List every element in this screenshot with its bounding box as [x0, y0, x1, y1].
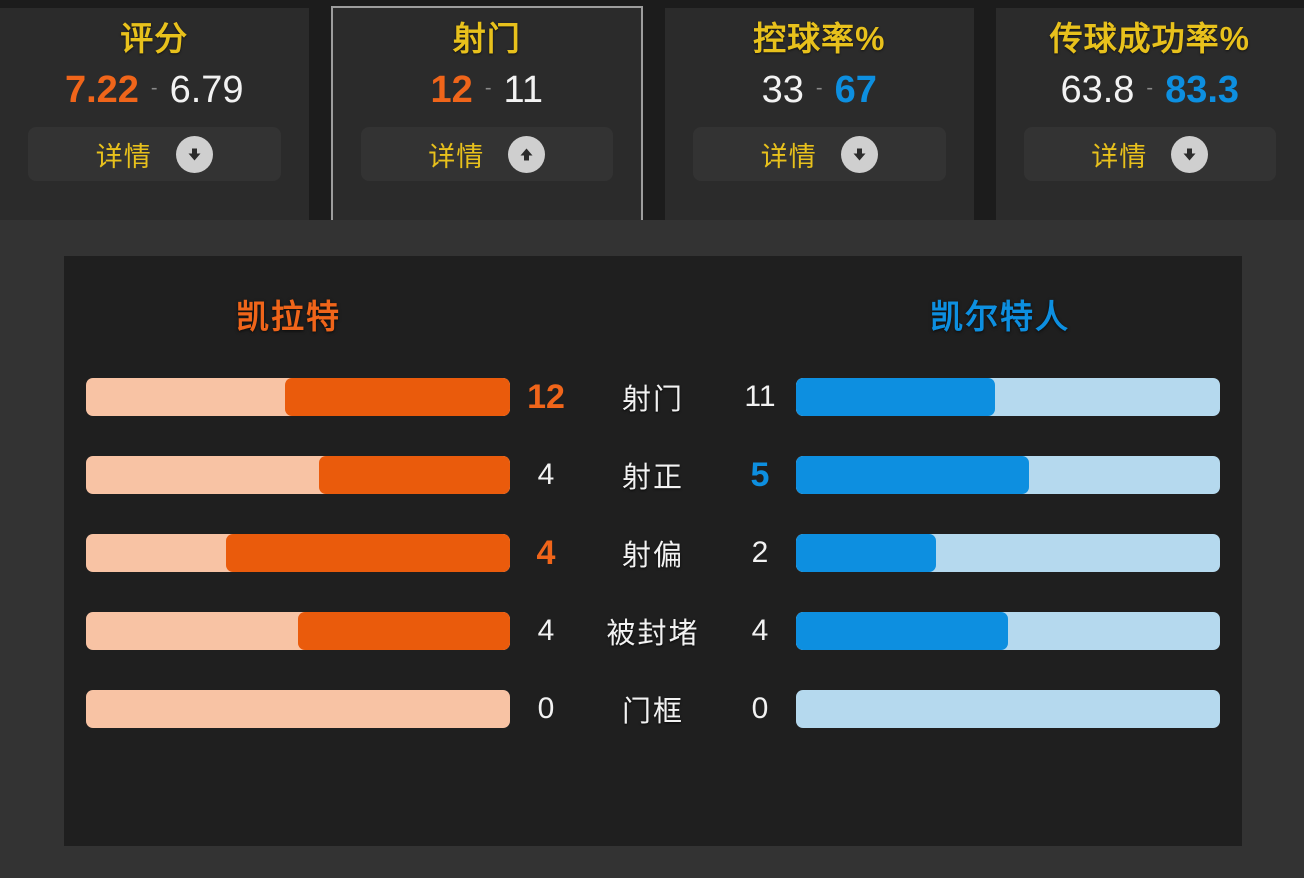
away-stat-value: 11 [744, 380, 776, 413]
card-home-value: 7.22 [64, 69, 139, 111]
away-bar-track [796, 456, 1220, 494]
card-home-value: 63.8 [1060, 69, 1135, 111]
arrow-down-icon[interactable] [840, 135, 878, 173]
away-bar-fill [796, 456, 1030, 494]
stat-row: 4 射正 5 [86, 436, 1220, 514]
card-dash: - [815, 77, 823, 99]
summary-card-rating[interactable]: 评分 7.22 - 6.79 详情 [0, 8, 309, 220]
detail-button[interactable]: 详情 [693, 127, 946, 181]
summary-card-pass-accuracy[interactable]: 传球成功率% 63.8 - 83.3 详情 [995, 8, 1304, 220]
stat-label: 射门 [621, 384, 684, 416]
stat-row: 4 被封堵 4 [86, 592, 1220, 670]
away-bar-track [796, 534, 1220, 572]
summary-card-shots[interactable]: 射门 12 - 11 详情 [330, 6, 643, 220]
team-names-header: 凯拉特 凯尔特人 [86, 290, 1220, 338]
away-stat-value: 4 [751, 614, 769, 647]
home-bar-fill [319, 456, 510, 494]
home-bar-track [86, 378, 510, 416]
card-title: 控球率% [753, 20, 886, 57]
home-stat-value: 12 [527, 378, 565, 416]
away-bar-fill [796, 612, 1008, 650]
stat-row: 4 射偏 2 [86, 514, 1220, 592]
card-scores: 7.22 - 6.79 [65, 71, 244, 109]
stat-label: 射正 [621, 462, 684, 494]
arrow-up-icon[interactable] [508, 135, 546, 173]
away-stat-value: 0 [751, 692, 769, 725]
summary-card-strip: 评分 7.22 - 6.79 详情 射门 12 - 11 详情 控球率% [0, 0, 1304, 220]
away-bar-track [796, 612, 1220, 650]
card-home-value: 12 [430, 69, 473, 111]
summary-card-possession[interactable]: 控球率% 33 - 67 详情 [665, 8, 974, 220]
stats-comparison-panel: 凯拉特 凯尔特人 12 射门 11 4 射正 5 4 射偏 2 [64, 256, 1242, 846]
card-dash: - [1146, 77, 1154, 99]
detail-button[interactable]: 详情 [1023, 127, 1276, 181]
away-team-name: 凯尔特人 [930, 298, 1070, 335]
home-bar-track [86, 534, 510, 572]
card-dash: - [484, 77, 492, 99]
arrow-down-icon[interactable] [1171, 135, 1209, 173]
card-home-value: 33 [761, 69, 804, 111]
home-bar-track [86, 456, 510, 494]
card-dash: - [150, 77, 158, 99]
stat-row: 0 门框 0 [86, 670, 1220, 748]
away-stat-value: 5 [750, 456, 770, 494]
arrow-down-icon[interactable] [175, 135, 213, 173]
card-away-value: 67 [834, 69, 877, 111]
home-stat-value: 4 [536, 534, 556, 572]
away-bar-fill [796, 534, 936, 572]
away-bar-track [796, 378, 1220, 416]
home-team-name: 凯拉特 [236, 298, 341, 335]
card-title: 评分 [120, 20, 189, 57]
detail-button-label: 详情 [428, 141, 485, 172]
away-bar-fill [796, 378, 996, 416]
home-bar-track [86, 612, 510, 650]
card-away-value: 6.79 [169, 69, 244, 111]
card-away-value: 11 [503, 69, 543, 111]
stat-row: 12 射门 11 [86, 358, 1220, 436]
card-scores: 12 - 11 [431, 71, 543, 109]
home-bar-track [86, 690, 510, 728]
stat-label: 门框 [621, 696, 684, 728]
detail-button-label: 详情 [1091, 141, 1148, 172]
home-bar-fill [225, 534, 510, 572]
detail-button[interactable]: 详情 [360, 127, 613, 181]
card-scores: 63.8 - 83.3 [1060, 71, 1239, 109]
stat-label: 被封堵 [606, 618, 700, 650]
stat-label: 射偏 [621, 540, 684, 572]
detail-button-label: 详情 [95, 141, 152, 172]
home-stat-value: 4 [537, 458, 555, 491]
detail-button[interactable]: 详情 [28, 127, 281, 181]
away-stat-value: 2 [751, 536, 769, 569]
home-stat-value: 4 [537, 614, 555, 647]
home-bar-fill [285, 378, 510, 416]
card-title: 传球成功率% [1049, 20, 1250, 57]
card-away-value: 83.3 [1165, 69, 1240, 111]
detail-button-label: 详情 [760, 141, 817, 172]
card-title: 射门 [452, 20, 521, 57]
home-bar-fill [298, 612, 510, 650]
home-stat-value: 0 [537, 692, 555, 725]
card-scores: 33 - 67 [762, 71, 877, 109]
away-bar-track [796, 690, 1220, 728]
